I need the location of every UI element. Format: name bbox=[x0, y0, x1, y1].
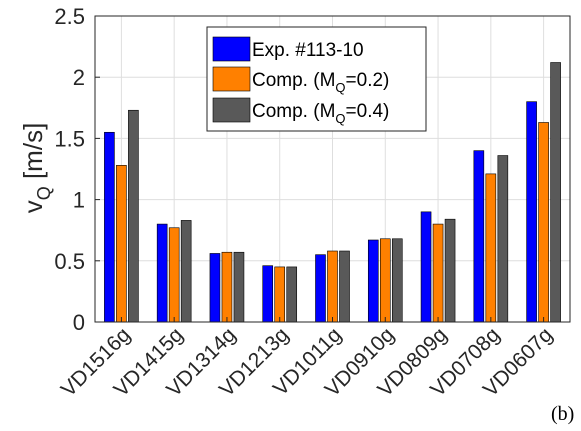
bar-comp-02-VD0910g bbox=[379, 238, 391, 323]
bar-comp-04-VD0708g bbox=[497, 155, 509, 323]
bar-comp-02-VD1314g bbox=[221, 251, 233, 323]
y-tick-label: 2 bbox=[73, 65, 85, 90]
legend-label-comp-04-prefix: Comp. (M bbox=[252, 101, 335, 122]
bar-comp-04-VD0809g bbox=[444, 218, 456, 323]
bar-comp-02-VD1213g bbox=[274, 266, 286, 323]
legend-label-exp-text: Exp. #113-10 bbox=[252, 40, 364, 61]
y-axis-ticks: 0 0.5 1 1.5 2 2.5 bbox=[54, 4, 100, 335]
y-tick-label: 1 bbox=[73, 188, 85, 213]
bar-comp-04-VD1314g bbox=[233, 251, 245, 323]
legend-label-comp-02-suffix: =0.2) bbox=[346, 70, 390, 91]
bar-exp-VD0910g bbox=[367, 239, 379, 323]
bar-exp-VD1314g bbox=[209, 253, 221, 323]
bar-exp-VD0708g bbox=[473, 150, 485, 323]
bars bbox=[104, 62, 561, 323]
x-axis-ticks: VD1516gVD1415gVD1314gVD1213gVD1011gVD091… bbox=[57, 317, 557, 401]
bar-exp-VD0607g bbox=[526, 101, 537, 323]
bar-comp-02-VD1516g bbox=[116, 165, 127, 323]
bar-comp-04-VD0607g bbox=[550, 62, 561, 323]
legend-swatch-comp-02 bbox=[212, 66, 251, 92]
legend-swatch-exp bbox=[212, 36, 251, 62]
bar-exp-VD0809g bbox=[420, 211, 432, 323]
bar-comp-04-VD1516g bbox=[128, 109, 139, 323]
bar-comp-02-VD1415g bbox=[168, 227, 180, 323]
y-axis-label: vQ [m/s] bbox=[18, 123, 54, 214]
y-tick-label: 0 bbox=[73, 310, 85, 335]
legend-label-comp-04-subscript: Q bbox=[335, 111, 345, 126]
bar-comp-02-VD0607g bbox=[538, 122, 549, 323]
y-axis-label-symbol: v bbox=[18, 200, 48, 213]
panel-label: (b) bbox=[551, 403, 574, 425]
y-tick-label: 1.5 bbox=[54, 126, 85, 151]
bar-exp-VD1213g bbox=[262, 265, 274, 323]
y-tick-label: 0.5 bbox=[54, 249, 85, 274]
bar-comp-04-VD1415g bbox=[180, 220, 192, 323]
bar-exp-VD1516g bbox=[104, 131, 115, 323]
legend: Exp. #113-10 Comp. (MQ=0.2) Comp. (MQ=0.… bbox=[206, 26, 427, 132]
legend-label-comp-02-subscript: Q bbox=[335, 80, 345, 95]
legend-label-comp-04-suffix: =0.4) bbox=[346, 101, 390, 122]
y-tick-label: 2.5 bbox=[54, 4, 85, 29]
legend-label-comp-04: Comp. (MQ=0.4) bbox=[252, 101, 389, 126]
y-axis-label-unit: [m/s] bbox=[18, 123, 48, 187]
legend-label-exp: Exp. #113-10 bbox=[252, 40, 364, 61]
bar-comp-02-VD0809g bbox=[432, 223, 444, 323]
bar-exp-VD1011g bbox=[315, 254, 326, 323]
bar-comp-02-VD0708g bbox=[485, 173, 497, 323]
bar-comp-04-VD0910g bbox=[391, 238, 403, 323]
legend-label-comp-02-prefix: Comp. (M bbox=[252, 70, 335, 91]
legend-label-comp-02: Comp. (MQ=0.2) bbox=[252, 70, 389, 95]
y-axis-label-subscript: Q bbox=[34, 186, 54, 200]
bar-comp-04-VD1213g bbox=[286, 266, 298, 323]
bar-comp-02-VD1011g bbox=[327, 250, 338, 323]
bar-comp-04-VD1011g bbox=[339, 250, 350, 323]
bar-exp-VD1415g bbox=[156, 223, 168, 323]
legend-swatch-comp-04 bbox=[212, 97, 251, 123]
